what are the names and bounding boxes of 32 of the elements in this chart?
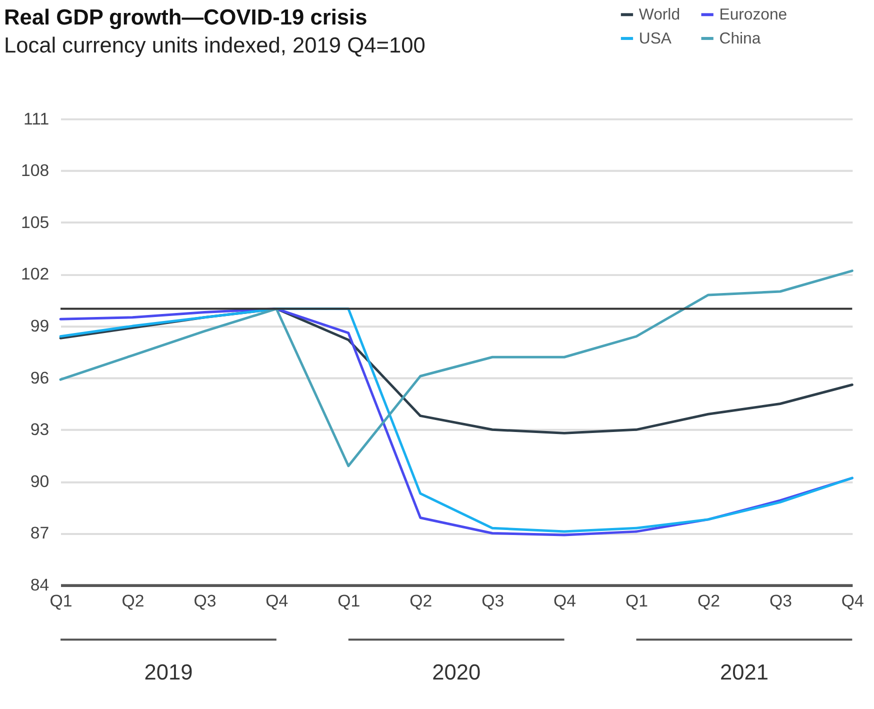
y-tick-label: 96 xyxy=(30,368,50,388)
x-tick-label: Q3 xyxy=(194,591,216,610)
line-series xyxy=(59,270,854,468)
x-tick-label: Q2 xyxy=(122,591,144,610)
x-tick-label: Q4 xyxy=(841,591,864,610)
text: 2021 xyxy=(720,659,768,684)
x-tick-label: Q4 xyxy=(266,591,288,610)
y-tick-label: 93 xyxy=(30,420,50,440)
y-tick-label: 102 xyxy=(20,264,50,284)
legend-label: Eurozone xyxy=(719,6,788,24)
legend-label: World xyxy=(638,6,680,24)
chart-title: Real GDP growth—COVID-19 crisis xyxy=(4,4,368,30)
y-tick-label: 87 xyxy=(30,524,50,543)
legend-label: USA xyxy=(638,30,672,48)
y-tick-label: 105 xyxy=(20,212,50,232)
chart-subtitle: Local currency units indexed, 2019 Q4=100 xyxy=(4,32,426,58)
text: 2020 xyxy=(432,659,481,684)
x-tick-label: Q3 xyxy=(482,591,504,610)
x-tick-label: Q1 xyxy=(50,591,72,610)
y-tick-label: 108 xyxy=(20,161,50,180)
x-tick-label: Q4 xyxy=(554,591,576,610)
y-tick-label: 99 xyxy=(30,316,50,336)
text: 2019 xyxy=(144,659,193,684)
legend-label: China xyxy=(719,30,761,48)
x-tick-label: Q3 xyxy=(769,591,792,610)
y-tick-label: 90 xyxy=(30,472,50,491)
y-tick-label: 84 xyxy=(30,576,50,595)
y-tick-label: 111 xyxy=(23,109,50,128)
x-tick-label: Q1 xyxy=(338,591,360,610)
x-tick-label: Q2 xyxy=(697,591,720,610)
x-tick-label: Q1 xyxy=(626,591,648,610)
x-tick-label: Q2 xyxy=(410,591,432,610)
